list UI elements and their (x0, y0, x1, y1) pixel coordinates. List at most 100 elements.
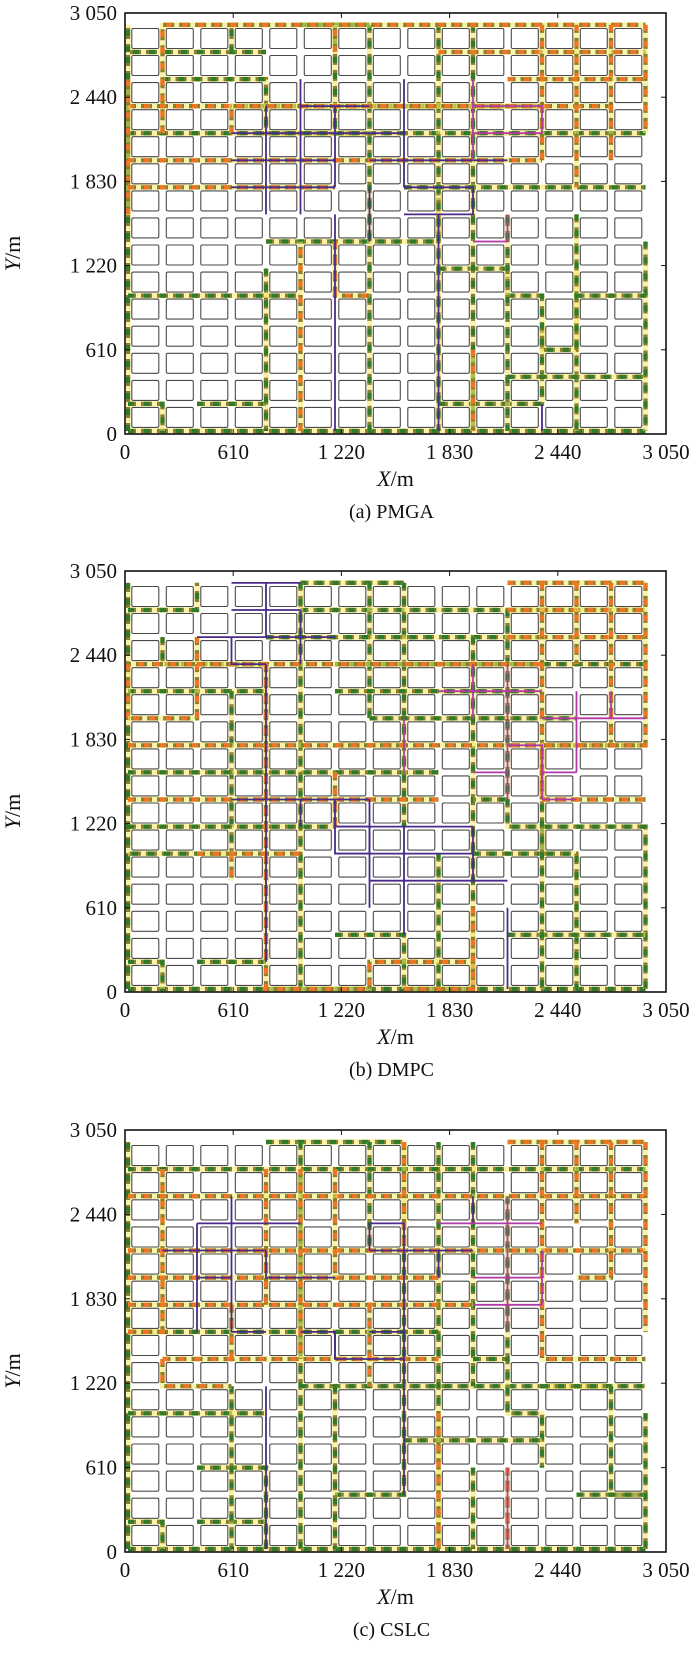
city-block (372, 325, 401, 347)
y-tick-label: 1 220 (70, 254, 117, 278)
city-block (338, 1253, 367, 1275)
city-block (303, 1416, 332, 1438)
city-block (614, 1470, 643, 1492)
city-block (269, 217, 298, 239)
x-axis-variable: X (376, 466, 392, 491)
city-block (579, 721, 608, 743)
city-block (165, 964, 194, 986)
city-block (303, 802, 332, 824)
city-block (269, 1443, 298, 1465)
orange-route-dash-secondary (576, 1142, 614, 1280)
city-block (407, 136, 436, 158)
city-block (545, 190, 574, 212)
city-block (476, 1307, 505, 1329)
city-block (579, 406, 608, 428)
city-block (165, 640, 194, 662)
city-blocks (131, 585, 643, 986)
city-block (338, 1524, 367, 1547)
city-block (441, 244, 470, 266)
city-block (441, 775, 470, 797)
city-block (131, 694, 160, 716)
city-block (476, 136, 505, 158)
city-block (579, 1497, 608, 1519)
city-block (165, 27, 194, 50)
city-block (372, 694, 401, 716)
city-block (131, 910, 160, 932)
purple-route (404, 186, 474, 216)
city-block (372, 667, 401, 689)
city-block (372, 964, 401, 986)
x-axis-title: X/m (376, 1024, 414, 1049)
city-block (269, 883, 298, 905)
city-block (165, 585, 194, 608)
city-block (441, 325, 470, 347)
green-route (438, 265, 545, 407)
city-block (614, 298, 643, 320)
city-block (338, 82, 367, 104)
city-block (407, 190, 436, 212)
city-block (303, 1443, 332, 1465)
city-block (476, 54, 505, 77)
city-block (303, 883, 332, 905)
city-block (131, 217, 160, 239)
y-axis-variable: Y (0, 814, 25, 829)
city-block (545, 1199, 574, 1221)
city-blocks (131, 1144, 643, 1547)
city-block (545, 298, 574, 320)
city-block (614, 163, 643, 185)
city-block (545, 667, 574, 689)
city-block (372, 136, 401, 158)
city-block (510, 612, 539, 635)
city-block (476, 1443, 505, 1465)
panel-caption: (b) DMPC (349, 1059, 434, 1081)
city-block (614, 217, 643, 239)
city-block (303, 163, 332, 185)
city-block (545, 1307, 574, 1329)
city-block (372, 352, 401, 374)
city-block (338, 1470, 367, 1492)
city-block (372, 883, 401, 905)
city-block (510, 27, 539, 50)
city-block (510, 136, 539, 158)
city-block (476, 1470, 505, 1492)
city-block (269, 1199, 298, 1221)
city-block (338, 829, 367, 851)
city-block (303, 1470, 332, 1492)
city-block (372, 1470, 401, 1492)
city-block (579, 775, 608, 797)
city-block (269, 667, 298, 689)
city-block (579, 1144, 608, 1167)
city-block (441, 1362, 470, 1384)
city-block (200, 1497, 229, 1519)
city-block (545, 802, 574, 824)
city-block (131, 298, 160, 320)
orange-route-dash-primary (128, 664, 200, 721)
city-block (200, 1389, 229, 1411)
city-block (510, 1443, 539, 1465)
city-block (303, 694, 332, 716)
city-block (234, 109, 263, 131)
city-block (614, 352, 643, 374)
city-block (579, 190, 608, 212)
city-block (234, 325, 263, 347)
city-block (510, 1416, 539, 1438)
city-block (579, 1389, 608, 1411)
orange-route (159, 22, 646, 134)
city-block (510, 1334, 539, 1357)
city-block (338, 109, 367, 131)
city-block (165, 775, 194, 797)
city-block (338, 802, 367, 824)
city-block (407, 1199, 436, 1221)
city-block (441, 1470, 470, 1492)
city-block (372, 748, 401, 770)
city-block (234, 937, 263, 959)
city-block (269, 612, 298, 635)
city-block (200, 109, 229, 131)
magenta-route (473, 105, 543, 134)
city-block (372, 190, 401, 212)
city-block (269, 163, 298, 185)
x-axis-unit: /m (391, 1024, 414, 1049)
city-block (441, 1253, 470, 1275)
city-block (131, 1389, 160, 1411)
green-route-dash-secondary (125, 49, 266, 431)
